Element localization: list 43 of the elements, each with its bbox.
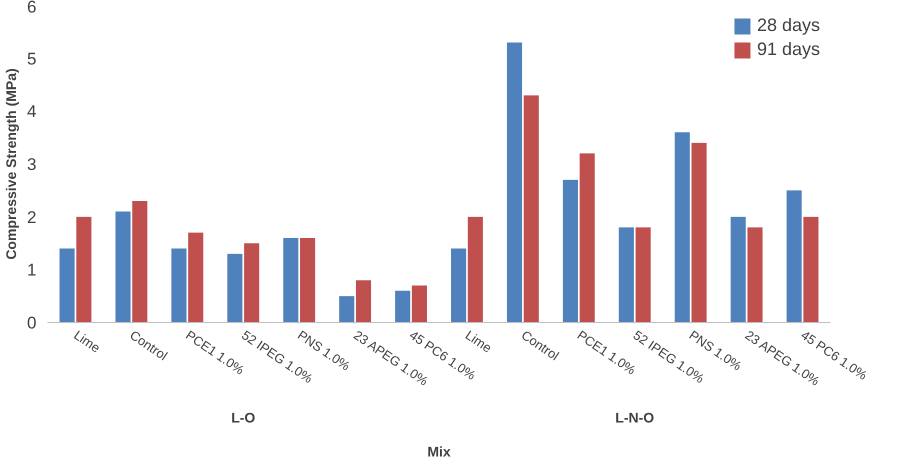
y-tick-label: 6 [27, 0, 37, 16]
bar [244, 243, 260, 322]
bar [580, 153, 595, 322]
bar [506, 42, 522, 322]
bar [171, 248, 186, 322]
bar [76, 216, 92, 322]
bar [674, 132, 690, 322]
bar [730, 216, 746, 322]
bar [283, 238, 298, 322]
y-tick-label: 3 [27, 155, 37, 174]
text: L-N-O [615, 410, 654, 426]
y-tick-label: 2 [27, 208, 37, 227]
bar [227, 254, 242, 322]
bar [412, 286, 427, 322]
y-tick-label: 5 [27, 49, 37, 68]
y-tick-label: 4 [27, 102, 37, 122]
bar [468, 216, 483, 322]
bar [692, 142, 707, 322]
bar [60, 248, 75, 322]
x-axis-title: Mix [427, 444, 451, 460]
y-axis-title: Compressive Strength (MPa) [3, 68, 20, 260]
y-tick-label: 1 [27, 260, 37, 280]
bar [132, 200, 148, 322]
y-tick-label: 0 [27, 314, 37, 332]
bar [395, 290, 410, 322]
bar [636, 227, 651, 322]
bar [803, 216, 818, 322]
legend-label: 28 days [756, 15, 820, 36]
bar [786, 190, 802, 322]
text: L-O [231, 410, 256, 426]
bar [115, 212, 131, 322]
bar [747, 227, 763, 322]
x-tick-label: Lime [71, 327, 103, 356]
bar [562, 180, 578, 322]
bar [618, 227, 634, 322]
bar [524, 95, 539, 322]
x-tick-label: Lime [462, 327, 494, 356]
bar [188, 232, 204, 322]
legend-label: 91 days [756, 39, 820, 60]
bar [339, 296, 354, 322]
bar [356, 280, 372, 322]
bar [300, 238, 316, 322]
bar [451, 248, 466, 322]
